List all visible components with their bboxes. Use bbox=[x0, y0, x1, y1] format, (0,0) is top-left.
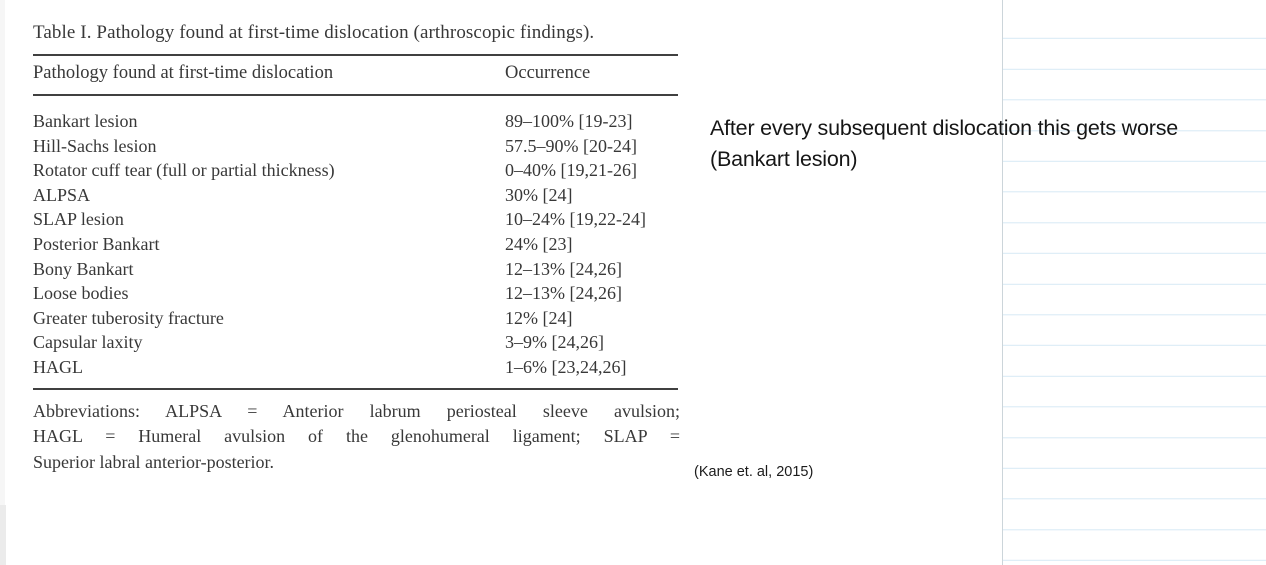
pathology-cell: Hill-Sachs lesion bbox=[33, 135, 157, 156]
footnote-line: Abbreviations: ALPSA = Anterior labrum p… bbox=[33, 401, 680, 421]
occurrence-cell: 57.5–90% [20-24] bbox=[505, 135, 637, 156]
occurrence-cell: 12–13% [24,26] bbox=[505, 258, 622, 279]
occurrence-cell: 0–40% [19,21-26] bbox=[505, 160, 637, 181]
ruled-area-divider bbox=[1002, 0, 1003, 565]
column-header-occurrence: Occurrence bbox=[505, 63, 591, 83]
annotation-line: (Bankart lesion) bbox=[710, 146, 858, 171]
footnote-line: Superior labral anterior-posterior. bbox=[33, 451, 275, 472]
pathology-cell: Bankart lesion bbox=[33, 111, 138, 131]
annotation-text: After every subsequent dislocation this … bbox=[710, 113, 1266, 174]
table-header-row: Pathology found at first-time dislocatio… bbox=[33, 63, 678, 87]
table-caption: Table I. Pathology found at first-time d… bbox=[33, 22, 595, 43]
citation-text: (Kane et. al, 2015) bbox=[694, 464, 814, 480]
occurrence-cell: 30% [24] bbox=[505, 184, 573, 205]
pathology-cell: Loose bodies bbox=[33, 283, 129, 304]
occurrence-cell: 89–100% [19-23] bbox=[505, 111, 633, 131]
table-footnote: Abbreviations: ALPSA = Anterior labrum p… bbox=[33, 399, 680, 475]
table-row: Rotator cuff tear (full or partial thick… bbox=[33, 158, 683, 183]
table-body: Bankart lesion 89–100% [19-23] Hill-Sach… bbox=[33, 109, 683, 380]
footnote-line: HAGL = Humeral avulsion of the glenohume… bbox=[33, 426, 680, 447]
table-row: Greater tuberosity fracture 12% [24] bbox=[33, 306, 683, 331]
column-header-pathology: Pathology found at first-time dislocatio… bbox=[33, 63, 334, 83]
table-row: Capsular laxity 3–9% [24,26] bbox=[33, 330, 683, 355]
pathology-cell: HAGL bbox=[33, 356, 83, 377]
table-row: SLAP lesion 10–24% [19,22-24] bbox=[33, 207, 683, 232]
scan-edge-artifact-bottom bbox=[0, 505, 6, 565]
annotation-line: After every subsequent dislocation this … bbox=[710, 116, 1179, 140]
occurrence-cell: 12–13% [24,26] bbox=[505, 283, 622, 304]
table-row: Hill-Sachs lesion 57.5–90% [20-24] bbox=[33, 134, 683, 159]
pathology-cell: Greater tuberosity fracture bbox=[33, 307, 224, 328]
table-rule-mid bbox=[33, 94, 678, 96]
pathology-cell: Bony Bankart bbox=[33, 258, 134, 279]
pathology-cell: SLAP lesion bbox=[33, 209, 124, 230]
table-row: Bankart lesion 89–100% [19-23] bbox=[33, 109, 683, 134]
scanned-table-image: Table I. Pathology found at first-time d… bbox=[0, 0, 683, 565]
table-row: Loose bodies 12–13% [24,26] bbox=[33, 281, 683, 306]
table-rule-bottom bbox=[33, 388, 678, 390]
table-row: Bony Bankart 12–13% [24,26] bbox=[33, 257, 683, 282]
table-row: ALPSA 30% [24] bbox=[33, 183, 683, 208]
occurrence-cell: 1–6% [23,24,26] bbox=[505, 356, 627, 377]
table-row: Posterior Bankart 24% [23] bbox=[33, 232, 683, 257]
pathology-cell: ALPSA bbox=[33, 184, 91, 205]
ruled-lines-area bbox=[1002, 0, 1266, 565]
occurrence-cell: 24% [23] bbox=[505, 233, 573, 254]
occurrence-cell: 12% [24] bbox=[505, 307, 573, 328]
table-rule-top bbox=[33, 54, 678, 56]
occurrence-cell: 10–24% [19,22-24] bbox=[505, 209, 646, 230]
scan-edge-artifact-top bbox=[0, 0, 5, 505]
occurrence-cell: 3–9% [24,26] bbox=[505, 332, 604, 353]
pathology-cell: Capsular laxity bbox=[33, 332, 143, 353]
table-row: HAGL 1–6% [23,24,26] bbox=[33, 355, 683, 380]
pathology-cell: Posterior Bankart bbox=[33, 233, 160, 254]
pathology-cell: Rotator cuff tear (full or partial thick… bbox=[33, 160, 335, 181]
